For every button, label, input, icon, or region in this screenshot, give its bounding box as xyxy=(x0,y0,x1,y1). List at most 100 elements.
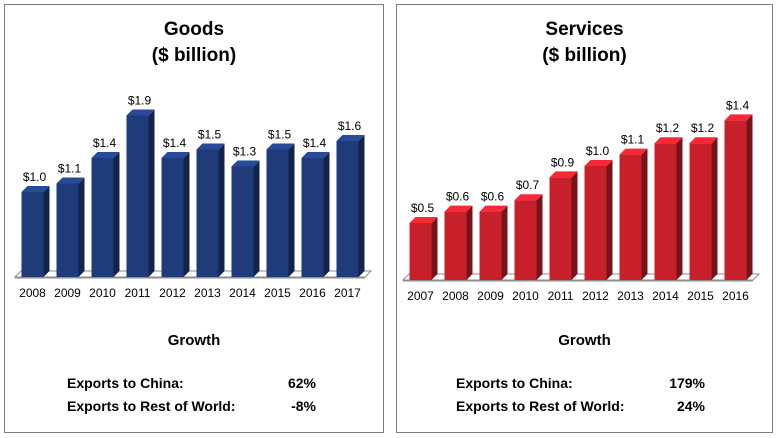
goods-x-tick-label: 2014 xyxy=(229,286,256,300)
goods-bar-top xyxy=(91,152,120,158)
services-title: Services ($ billion) xyxy=(397,17,772,69)
services-data-label: $0.6 xyxy=(446,190,470,204)
services-x-tick-label: 2011 xyxy=(548,289,574,303)
goods-x-tick-label: 2016 xyxy=(299,286,326,300)
services-data-label: $1.0 xyxy=(586,144,610,158)
services-growth-rest-value: 24% xyxy=(676,398,705,414)
services-data-label: $0.7 xyxy=(516,178,540,192)
goods-bar-front xyxy=(301,158,324,277)
services-data-label: $1.2 xyxy=(656,121,680,135)
services-x-tick-label: 2007 xyxy=(407,289,434,303)
goods-data-label: $1.3 xyxy=(233,145,257,159)
goods-bar-chart: $1.0 2008 $1.1 2009 $1.4 2010 $1.9 2011 $1.4 2012… xyxy=(13,94,373,300)
services-growth-china-value: 179% xyxy=(669,375,705,391)
services-x-tick-label: 2014 xyxy=(652,289,679,303)
goods-data-label: $1.5 xyxy=(268,128,292,142)
services-bar-top xyxy=(724,114,753,121)
goods-bar-side xyxy=(148,109,155,277)
goods-x-tick-label: 2009 xyxy=(54,286,81,300)
services-bar-2014 xyxy=(654,137,683,280)
services-bar-2012 xyxy=(584,160,613,280)
goods-bar-side xyxy=(253,160,260,277)
services-panel: Services ($ billion) $0.5 2007 $0.6 2008 $0.… xyxy=(396,4,773,433)
goods-data-label: $1.4 xyxy=(163,136,187,150)
services-bar-front xyxy=(619,154,642,280)
goods-data-label: $1.4 xyxy=(93,136,117,150)
services-bar-2011 xyxy=(549,171,578,280)
services-growth-china-label: Exports to China: xyxy=(456,375,573,391)
goods-growth-rest-value: -8% xyxy=(291,398,316,414)
goods-bar-top xyxy=(336,135,365,141)
services-bar-front xyxy=(549,177,572,280)
services-bar-2009 xyxy=(479,205,508,280)
goods-bar-top xyxy=(56,177,85,184)
goods-bar-2009 xyxy=(56,177,85,277)
services-bar-top xyxy=(409,217,438,223)
goods-bar-top xyxy=(266,143,295,150)
services-x-tick-label: 2010 xyxy=(512,289,539,303)
services-bar-2015 xyxy=(689,137,718,280)
goods-data-label: $1.1 xyxy=(58,162,82,176)
goods-title-text: Goods xyxy=(163,19,225,40)
services-bar-2007 xyxy=(409,217,438,280)
goods-growth-china-label: Exports to China: xyxy=(67,375,184,391)
goods-data-label: $1.9 xyxy=(128,94,152,108)
goods-bar-2011 xyxy=(126,109,155,277)
goods-bar-2016 xyxy=(301,152,330,277)
services-bar-front xyxy=(514,200,537,280)
services-x-tick-label: 2015 xyxy=(687,289,714,303)
goods-data-label: $1.6 xyxy=(338,119,362,133)
services-data-label: $0.5 xyxy=(411,201,435,215)
goods-x-tick-label: 2011 xyxy=(125,286,151,300)
services-bar-side xyxy=(536,194,543,280)
services-bar-front xyxy=(479,211,502,280)
services-growth-rest-label: Exports to Rest of World: xyxy=(456,398,625,414)
services-bar-top xyxy=(654,137,683,144)
goods-bar-2015 xyxy=(266,143,295,277)
services-bar-2010 xyxy=(514,194,543,280)
goods-data-label: $1.4 xyxy=(303,136,327,150)
goods-bar-front xyxy=(336,141,359,277)
services-x-tick-label: 2016 xyxy=(722,289,749,303)
goods-x-tick-label: 2008 xyxy=(19,286,46,300)
goods-bar-front xyxy=(91,158,114,277)
goods-bar-front xyxy=(21,192,44,277)
services-bar-2016 xyxy=(724,114,753,281)
goods-x-tick-label: 2015 xyxy=(264,286,291,300)
goods-growth-china-value: 62% xyxy=(287,375,316,391)
services-bar-top xyxy=(479,205,508,212)
goods-panel: Goods ($ billion) $1.0 2008 $1.1 2009 $1.4 20… xyxy=(4,4,384,433)
goods-bar-side xyxy=(113,152,120,277)
goods-x-tick-label: 2013 xyxy=(194,286,221,300)
services-bar-side xyxy=(606,160,613,280)
goods-bar-side xyxy=(78,177,85,277)
goods-bar-side xyxy=(288,143,295,277)
goods-bar-side xyxy=(358,135,365,277)
goods-bar-2013 xyxy=(196,143,225,277)
goods-bar-front xyxy=(196,149,219,277)
services-x-tick-label: 2009 xyxy=(477,289,504,303)
services-data-label: $1.4 xyxy=(726,98,750,112)
services-data-label: $1.1 xyxy=(621,133,645,147)
services-bar-side xyxy=(571,171,578,280)
services-bar-front xyxy=(584,166,607,280)
services-bar-front xyxy=(654,143,677,280)
goods-data-label: $1.5 xyxy=(198,128,222,142)
goods-growth-rest-label: Exports to Rest of World: xyxy=(67,398,236,414)
services-bar-top xyxy=(549,171,578,178)
goods-growth-title: Growth xyxy=(167,332,221,349)
services-growth-title: Growth xyxy=(558,332,611,349)
goods-x-tick-label: 2012 xyxy=(159,286,186,300)
services-x-tick-label: 2012 xyxy=(582,289,609,303)
services-bar-front xyxy=(724,120,747,281)
goods-title: Goods ($ billion) xyxy=(5,17,383,69)
goods-x-tick-label: 2017 xyxy=(334,286,361,300)
services-data-label: $0.6 xyxy=(481,190,505,204)
goods-bar-2010 xyxy=(91,152,120,277)
goods-bar-side xyxy=(218,143,225,277)
services-title-text: Services xyxy=(545,19,624,40)
goods-bar-2014 xyxy=(231,160,260,277)
services-bar-side xyxy=(466,205,473,280)
goods-bar-top xyxy=(301,152,330,158)
services-bar-side xyxy=(641,148,648,280)
